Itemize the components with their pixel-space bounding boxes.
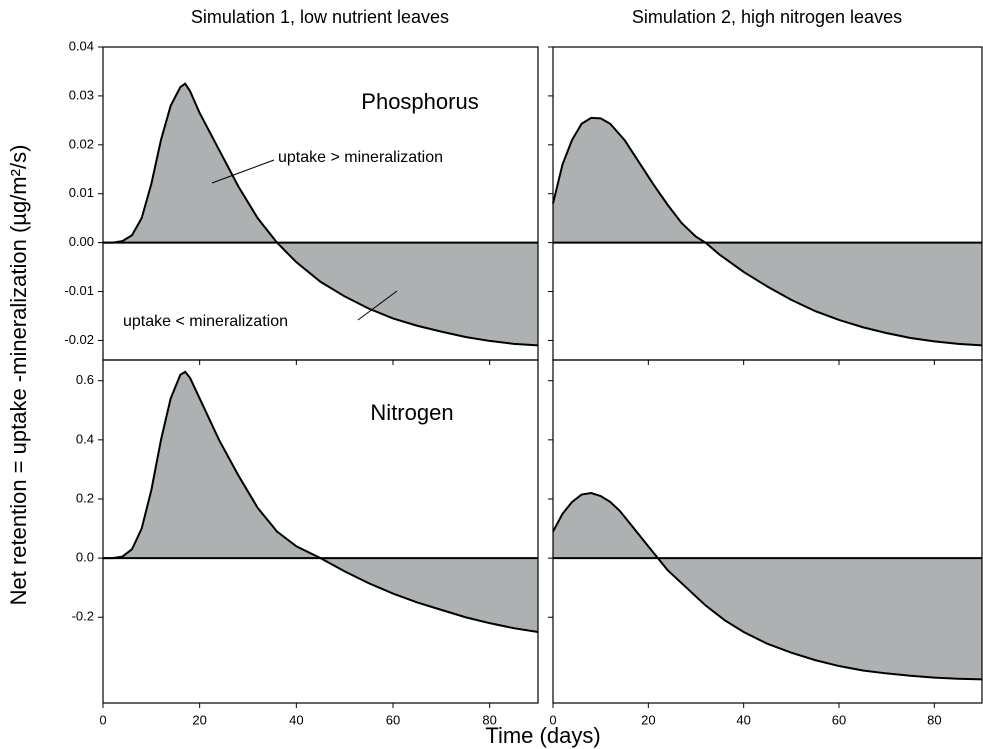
y-tick-label: 0.2 <box>76 490 94 505</box>
annotation: uptake > mineralization <box>278 149 443 166</box>
annotation: uptake < mineralization <box>123 313 288 330</box>
x-tick-label: 20 <box>192 712 206 727</box>
area-fill <box>553 117 982 346</box>
x-tick-label: 60 <box>386 712 400 727</box>
x-tick-label: 80 <box>482 712 496 727</box>
curve <box>103 82 539 347</box>
leader-line <box>211 159 275 184</box>
curve <box>552 492 983 681</box>
panel-title: Simulation 2, high nitrogen leaves <box>632 7 902 27</box>
y-tick-label: 0.01 <box>69 185 94 200</box>
x-tick-label: 0 <box>99 712 106 727</box>
y-tick-label: -0.02 <box>64 332 94 347</box>
y-tick-label: 0.6 <box>76 372 94 387</box>
panel-title: Simulation 1, low nutrient leaves <box>191 7 449 27</box>
annotation: Nitrogen <box>370 400 453 425</box>
x-tick-label: 40 <box>736 712 750 727</box>
y-tick-label: 0.0 <box>76 550 94 565</box>
x-axis-label: Time (days) <box>485 723 600 748</box>
plot-area: -0.02 -0.01 0.00 0.01 0.02 0.03 0.04 -0.2 0.0 0.2… <box>64 38 983 727</box>
area-fill <box>103 371 538 633</box>
y-axis-label: Net retention = uptake -mineralization (… <box>6 145 31 606</box>
x-tick-label: 20 <box>641 712 655 727</box>
x-tick-label: 40 <box>289 712 303 727</box>
panel-frame <box>552 359 983 704</box>
x-tick-label: 0 <box>549 712 556 727</box>
curve <box>552 116 983 347</box>
area-fill <box>553 493 982 680</box>
x-tick-label: 60 <box>832 712 846 727</box>
annotation: Phosphorus <box>361 89 478 114</box>
y-tick-label: 0.04 <box>69 38 94 53</box>
y-tick-label: 0.03 <box>69 87 94 102</box>
y-tick-label: 0.4 <box>76 431 94 446</box>
y-tick-label: -0.2 <box>72 609 94 624</box>
area-fill <box>103 83 538 346</box>
panel-frame <box>102 359 539 704</box>
y-tick-label: -0.01 <box>64 283 94 298</box>
y-tick-label: 0.02 <box>69 136 94 151</box>
leader-line <box>357 290 398 321</box>
x-tick-label: 80 <box>927 712 941 727</box>
curve <box>103 370 539 634</box>
y-tick-label: 0.00 <box>69 234 94 249</box>
